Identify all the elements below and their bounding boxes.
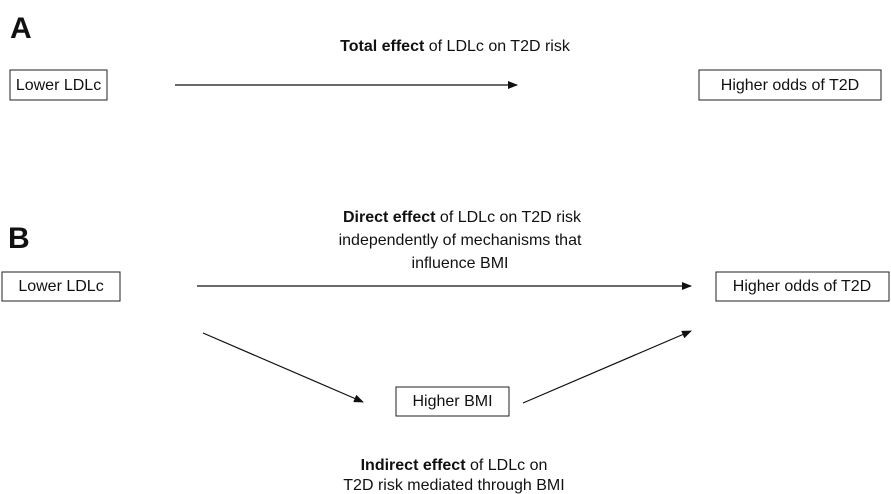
caption-text: of LDLc on T2D risk [429,38,571,55]
caption-text: of LDLc on T2D risk [440,209,582,226]
node-box [698,69,882,101]
arrow [522,330,692,404]
panel-label: A [10,12,32,45]
effect-caption: Direct effect of LDLc on T2D risk [343,209,582,226]
caption-text: influence BMI [412,255,509,272]
node-label: Higher odds of T2D [721,77,859,94]
node-label: Higher odds of T2D [733,278,871,295]
caption-bold: Total effect [340,38,425,55]
node-label: Lower LDLc [18,278,103,295]
node-label: Higher BMI [412,393,492,410]
node-box [715,271,890,302]
effect-caption: Total effect of LDLc on T2D risk [340,38,571,55]
panel-label: B [8,222,30,255]
node-box [395,386,510,417]
arrow [202,332,364,403]
node-box [9,69,108,101]
node-box [1,271,121,302]
caption-text: of LDLc on [470,457,547,474]
effect-caption: Indirect effect of LDLc on [361,457,548,474]
caption-text: T2D risk mediated through BMI [343,477,564,494]
caption-bold: Direct effect [343,209,436,226]
caption-bold: Indirect effect [361,457,467,474]
caption-text: independently of mechanisms that [339,232,582,249]
node-label: Lower LDLc [16,77,101,94]
